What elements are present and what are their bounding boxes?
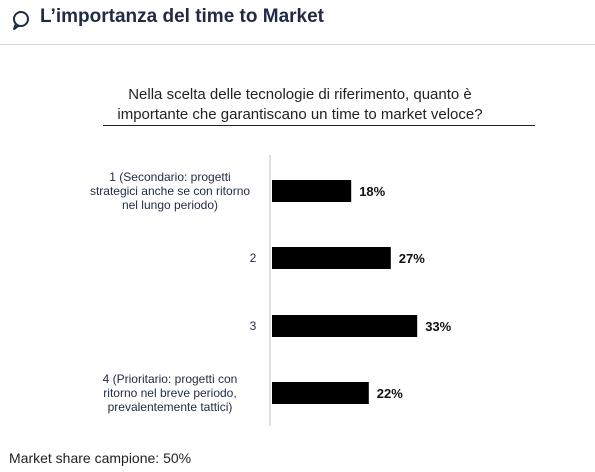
value-label-1: 18% [359,184,385,199]
sample-note: Market share campione: 50% [9,450,192,466]
category-label-line: nel lungo periodo) [122,198,218,212]
category-label-4: 4 (Prioritario: progetti con ritorno nel … [103,372,238,414]
category-label-line: strategici anche se con ritorno [90,184,250,198]
category-label-line: 4 (Prioritario: progetti con [103,372,238,386]
value-label-4: 22% [377,386,403,401]
question-line-1: Nella scelta delle tecnologie di riferim… [128,86,472,103]
question-line-2: importante che garantiscano un time to m… [117,106,483,123]
bar-2 [272,247,391,269]
page-title: L’importanza del time to Market [40,6,324,27]
category-label-line: 2 [250,251,257,265]
value-label-2: 27% [399,251,425,266]
category-label-line: 3 [250,319,257,333]
category-label-3: 3 [250,319,257,333]
header: L’importanza del time to Market [0,0,595,45]
bar-4 [272,382,369,404]
speech-bubble-icon [13,11,29,30]
question-underline [103,125,535,126]
value-label-3: 33% [425,319,451,334]
category-label-line: 1 (Secondario: progetti [109,170,230,184]
category-label-line: prevalentemente tattici) [108,400,233,414]
category-label-2: 2 [250,251,257,265]
bar-1 [272,180,352,202]
category-label-line: ritorno nel breve periodo, [103,386,236,400]
survey-question: Nella scelta delle tecnologie di riferim… [100,85,500,125]
bar-3 [272,315,418,337]
category-label-1: 1 (Secondario: progetti strategici anche … [90,170,250,212]
